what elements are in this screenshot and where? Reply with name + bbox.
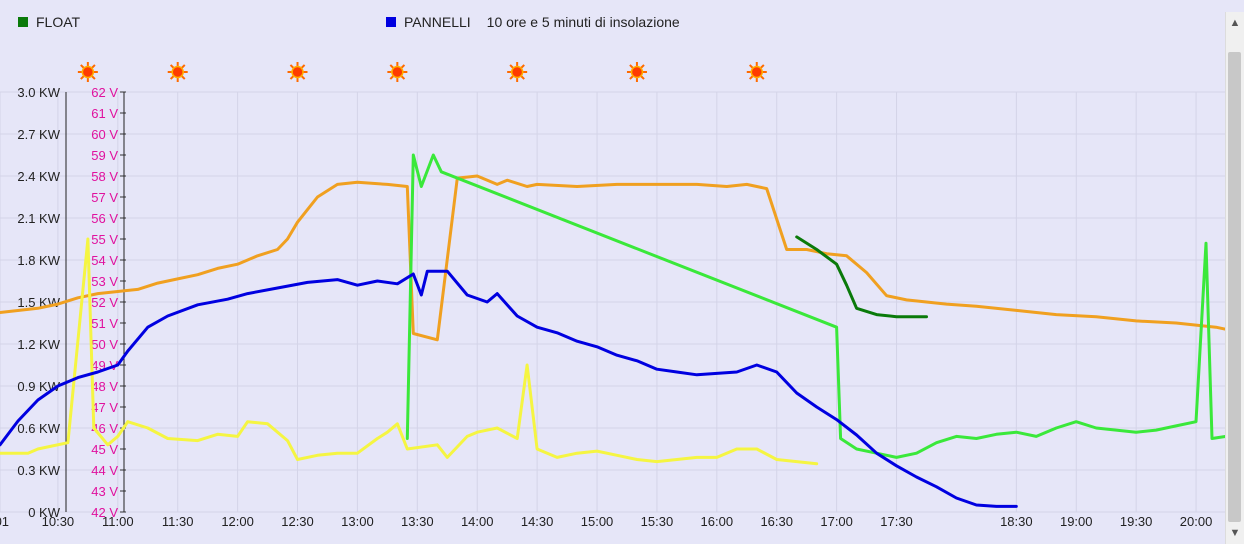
voltage-tick-label: 42 V: [91, 505, 118, 520]
sun-icon: [77, 62, 98, 82]
power-tick-label: 0.3 KW: [17, 463, 60, 478]
sun-icon: [387, 62, 408, 82]
x-tick-label: :01: [0, 514, 9, 529]
x-tick-label: 11:00: [102, 514, 134, 529]
x-tick-label: 18:30: [1000, 514, 1033, 529]
voltage-tick-label: 54 V: [91, 253, 118, 268]
legend-pannelli-label: PANNELLI: [404, 14, 471, 30]
voltage-tick-label: 53 V: [91, 274, 118, 289]
legend-float-swatch: [18, 17, 28, 27]
series-line: [795, 235, 928, 319]
x-tick-label: 15:30: [641, 514, 674, 529]
voltage-tick-label: 58 V: [91, 169, 118, 184]
series-line: [0, 237, 819, 466]
x-tick-label: 17:30: [880, 514, 913, 529]
legend-pannelli: PANNELLI 10 ore e 5 minuti di insolazion…: [386, 14, 680, 30]
x-tick-label: 13:30: [401, 514, 434, 529]
power-tick-label: 0.6 KW: [17, 421, 60, 436]
voltage-tick-label: 50 V: [91, 337, 118, 352]
vertical-scrollbar[interactable]: ▲ ▼: [1225, 12, 1244, 544]
series-line: [0, 174, 1228, 342]
voltage-tick-label: 49 V: [91, 358, 118, 373]
x-tick-label: 11:30: [162, 514, 194, 529]
power-tick-label: 0 KW: [28, 505, 61, 520]
legend-float: FLOAT: [18, 14, 80, 30]
voltage-tick-label: 55 V: [91, 232, 118, 247]
voltage-tick-label: 60 V: [91, 127, 118, 142]
voltage-tick-label: 59 V: [91, 148, 118, 163]
voltage-tick-label: 56 V: [91, 211, 118, 226]
x-tick-label: 13:00: [341, 514, 374, 529]
voltage-tick-label: 51 V: [91, 316, 118, 331]
legend-float-label: FLOAT: [36, 14, 81, 30]
x-tick-label: 12:30: [281, 514, 314, 529]
x-tick-label: 19:00: [1060, 514, 1093, 529]
power-tick-label: 1.2 KW: [17, 337, 60, 352]
power-tick-label: 1.8 KW: [17, 253, 60, 268]
power-tick-label: 0.9 KW: [17, 379, 60, 394]
series-line: [0, 269, 1018, 508]
x-tick-label: 14:00: [461, 514, 494, 529]
power-tick-label: 2.1 KW: [17, 211, 60, 226]
chevron-up-icon[interactable]: ▲: [1229, 17, 1241, 29]
x-tick-label: 14:30: [521, 514, 554, 529]
sun-icon: [507, 62, 528, 82]
voltage-tick-label: 52 V: [91, 295, 118, 310]
voltage-tick-label: 48 V: [91, 379, 118, 394]
series-line: [405, 153, 1228, 459]
sun-icon: [287, 62, 308, 82]
voltage-tick-label: 57 V: [91, 190, 118, 205]
voltage-tick-label: 43 V: [91, 484, 118, 499]
voltage-tick-label: 61 V: [91, 106, 118, 121]
x-tick-label: 12:00: [221, 514, 254, 529]
voltage-tick-label: 62 V: [91, 85, 118, 100]
power-tick-label: 2.4 KW: [17, 169, 60, 184]
chevron-down-icon[interactable]: ▼: [1229, 527, 1241, 539]
voltage-tick-label: 44 V: [91, 463, 118, 478]
sun-icon: [746, 62, 767, 82]
voltage-tick-label: 45 V: [91, 442, 118, 457]
power-tick-label: 3.0 KW: [17, 85, 60, 100]
x-tick-label: 17:00: [820, 514, 853, 529]
insolation-text: 10 ore e 5 minuti di insolazione: [486, 14, 680, 30]
x-tick-label: 19:30: [1120, 514, 1153, 529]
x-tick-label: 20:00: [1180, 514, 1213, 529]
scroll-thumb[interactable]: [1228, 52, 1241, 522]
x-tick-label: 16:00: [701, 514, 734, 529]
x-tick-label: 15:00: [581, 514, 614, 529]
x-tick-label: 10:30: [42, 514, 75, 529]
sun-icon: [626, 62, 647, 82]
power-tick-label: 2.7 KW: [17, 127, 60, 142]
x-tick-label: 16:30: [760, 514, 793, 529]
legend-pannelli-swatch: [386, 17, 396, 27]
sun-icon: [167, 62, 188, 82]
voltage-tick-label: 47 V: [91, 400, 118, 415]
